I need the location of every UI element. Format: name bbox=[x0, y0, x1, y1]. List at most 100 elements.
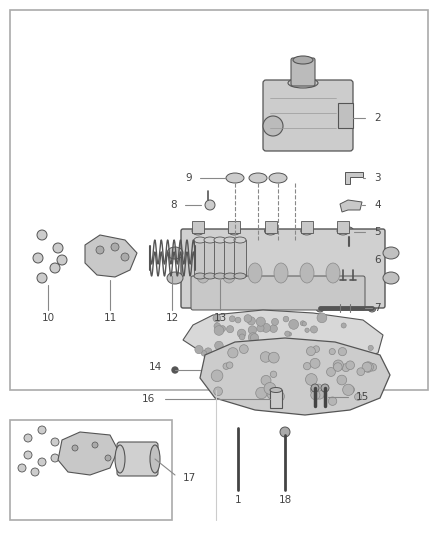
Circle shape bbox=[311, 384, 319, 392]
Circle shape bbox=[256, 387, 267, 399]
Ellipse shape bbox=[214, 273, 226, 279]
Circle shape bbox=[344, 227, 354, 237]
Ellipse shape bbox=[326, 263, 340, 283]
Circle shape bbox=[306, 349, 313, 356]
Text: 13: 13 bbox=[213, 313, 226, 323]
Ellipse shape bbox=[115, 445, 125, 473]
Circle shape bbox=[270, 371, 277, 377]
Ellipse shape bbox=[226, 173, 244, 183]
Circle shape bbox=[343, 384, 354, 395]
Ellipse shape bbox=[194, 237, 206, 243]
Circle shape bbox=[328, 397, 337, 406]
Text: 3: 3 bbox=[374, 173, 381, 183]
Circle shape bbox=[274, 391, 284, 401]
Circle shape bbox=[305, 328, 309, 333]
Text: 5: 5 bbox=[374, 227, 381, 237]
Circle shape bbox=[286, 338, 290, 343]
Circle shape bbox=[51, 438, 59, 446]
Circle shape bbox=[18, 464, 26, 472]
Circle shape bbox=[268, 352, 279, 363]
Ellipse shape bbox=[288, 78, 318, 88]
Ellipse shape bbox=[234, 273, 246, 279]
Circle shape bbox=[228, 348, 238, 358]
Circle shape bbox=[239, 334, 245, 340]
Bar bbox=[234, 240, 246, 276]
Text: 18: 18 bbox=[279, 495, 292, 505]
Circle shape bbox=[300, 321, 305, 326]
Circle shape bbox=[261, 324, 271, 333]
Circle shape bbox=[333, 360, 343, 370]
Circle shape bbox=[248, 333, 258, 342]
Circle shape bbox=[342, 364, 350, 372]
Text: 17: 17 bbox=[183, 473, 196, 483]
Bar bbox=[204, 240, 216, 276]
Text: 1: 1 bbox=[235, 495, 241, 505]
Polygon shape bbox=[85, 235, 137, 277]
Circle shape bbox=[223, 363, 230, 369]
Circle shape bbox=[226, 362, 233, 368]
Circle shape bbox=[339, 350, 343, 353]
Circle shape bbox=[338, 348, 346, 356]
Ellipse shape bbox=[274, 263, 288, 283]
Ellipse shape bbox=[196, 263, 210, 283]
Circle shape bbox=[270, 325, 277, 333]
Circle shape bbox=[285, 331, 290, 336]
Ellipse shape bbox=[204, 273, 216, 279]
Circle shape bbox=[300, 352, 305, 356]
Circle shape bbox=[195, 345, 203, 354]
Circle shape bbox=[240, 345, 248, 353]
Text: 12: 12 bbox=[166, 313, 179, 323]
Circle shape bbox=[111, 243, 119, 251]
Circle shape bbox=[213, 314, 221, 322]
Circle shape bbox=[24, 434, 32, 442]
Circle shape bbox=[219, 326, 226, 332]
Circle shape bbox=[235, 317, 241, 323]
Circle shape bbox=[214, 326, 224, 335]
FancyBboxPatch shape bbox=[117, 442, 158, 476]
Bar bbox=[194, 240, 206, 276]
Circle shape bbox=[363, 362, 374, 372]
Circle shape bbox=[248, 326, 257, 334]
Circle shape bbox=[37, 230, 47, 240]
FancyBboxPatch shape bbox=[263, 80, 353, 151]
Text: 14: 14 bbox=[149, 362, 162, 372]
Circle shape bbox=[50, 263, 60, 273]
Ellipse shape bbox=[192, 227, 204, 235]
Circle shape bbox=[304, 362, 311, 370]
Circle shape bbox=[329, 350, 338, 359]
Circle shape bbox=[289, 319, 299, 329]
Polygon shape bbox=[58, 432, 118, 475]
Polygon shape bbox=[345, 172, 363, 184]
Circle shape bbox=[272, 318, 279, 325]
Circle shape bbox=[237, 329, 246, 338]
Text: 10: 10 bbox=[42, 313, 55, 323]
Ellipse shape bbox=[300, 263, 314, 283]
Circle shape bbox=[310, 358, 320, 368]
Ellipse shape bbox=[248, 263, 262, 283]
Ellipse shape bbox=[204, 237, 216, 243]
Circle shape bbox=[244, 314, 252, 322]
Circle shape bbox=[205, 348, 212, 356]
Circle shape bbox=[31, 468, 39, 476]
Circle shape bbox=[307, 347, 315, 356]
Bar bbox=[10, 420, 172, 520]
Circle shape bbox=[214, 323, 221, 329]
Circle shape bbox=[230, 316, 235, 322]
Text: 11: 11 bbox=[103, 313, 117, 323]
Circle shape bbox=[316, 304, 324, 312]
Circle shape bbox=[263, 116, 283, 136]
Circle shape bbox=[280, 427, 290, 437]
Text: 2: 2 bbox=[374, 113, 381, 123]
Ellipse shape bbox=[249, 173, 267, 183]
Circle shape bbox=[357, 368, 365, 376]
Polygon shape bbox=[340, 200, 362, 212]
Circle shape bbox=[72, 445, 78, 451]
Circle shape bbox=[368, 345, 373, 351]
Circle shape bbox=[92, 442, 98, 448]
Ellipse shape bbox=[337, 227, 349, 235]
Ellipse shape bbox=[293, 56, 313, 64]
Circle shape bbox=[247, 317, 255, 325]
Circle shape bbox=[214, 387, 223, 395]
Circle shape bbox=[293, 344, 300, 351]
Bar bbox=[10, 10, 428, 390]
